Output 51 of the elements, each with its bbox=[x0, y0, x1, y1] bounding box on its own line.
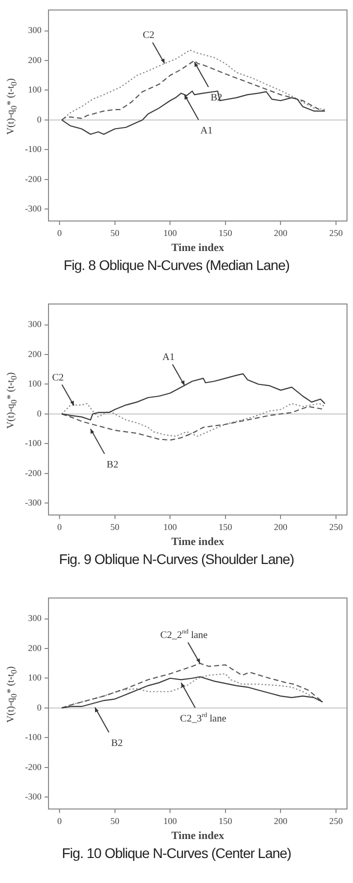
y-tick-label: 0 bbox=[36, 114, 42, 124]
x-tick-label: 50 bbox=[110, 816, 120, 826]
y-tick-label: -300 bbox=[24, 791, 42, 802]
x-tick-label: 0 bbox=[57, 522, 62, 532]
y-tick-label: 100 bbox=[28, 378, 42, 389]
caption: Fig. 10 Oblique N-Curves (Center Lane) bbox=[60, 845, 292, 861]
caption: Fig. 9 Oblique N-Curves (Shoulder Lane) bbox=[58, 551, 295, 567]
x-tick-label: 200 bbox=[274, 228, 288, 238]
x-tick-label: 50 bbox=[110, 228, 120, 238]
y-tick-label: -200 bbox=[24, 468, 42, 478]
y-tick-label: -200 bbox=[24, 762, 42, 772]
annotation: A1 bbox=[162, 352, 175, 364]
x-tick-label: 200 bbox=[274, 522, 288, 532]
annotation: C2 bbox=[52, 372, 64, 384]
x-axis-title: Time index bbox=[171, 830, 225, 842]
x-tick-label: 150 bbox=[218, 816, 233, 826]
y-tick-label: 100 bbox=[28, 672, 42, 683]
y-tick-label: 200 bbox=[28, 54, 42, 65]
x-tick-label: 0 bbox=[57, 816, 62, 826]
y-tick-label: 100 bbox=[28, 84, 42, 95]
x-tick-label: 0 bbox=[57, 228, 62, 238]
annotation: C2 bbox=[142, 30, 154, 42]
x-tick-label: 100 bbox=[163, 816, 178, 826]
x-tick-label: 200 bbox=[274, 816, 288, 826]
y-tick-label: -100 bbox=[24, 438, 42, 448]
x-tick-label: 100 bbox=[163, 228, 178, 238]
caption: Fig. 8 Oblique N-Curves (Median Lane) bbox=[62, 257, 290, 273]
y-tick-label: 0 bbox=[36, 702, 42, 712]
y-tick-label: 300 bbox=[28, 319, 42, 330]
y-tick-label: -300 bbox=[24, 497, 42, 508]
y-tick-label: 200 bbox=[28, 348, 42, 359]
x-axis-title: Time index bbox=[171, 536, 225, 548]
x-tick-label: 250 bbox=[329, 816, 344, 826]
y-tick-label: 300 bbox=[28, 613, 42, 624]
y-tick-label: -300 bbox=[24, 203, 42, 214]
x-tick-label: 50 bbox=[110, 522, 120, 532]
x-axis-title: Time index bbox=[171, 242, 225, 254]
annotation: B2 bbox=[106, 459, 118, 470]
y-tick-label: 0 bbox=[36, 408, 42, 418]
x-tick-label: 150 bbox=[218, 228, 233, 238]
x-tick-label: 150 bbox=[218, 522, 233, 532]
x-tick-label: 100 bbox=[163, 522, 178, 532]
y-tick-label: -100 bbox=[24, 732, 42, 742]
y-tick-label: -100 bbox=[24, 144, 42, 154]
x-tick-label: 250 bbox=[329, 522, 344, 532]
y-tick-label: 200 bbox=[28, 642, 42, 653]
annotation: A1 bbox=[200, 125, 213, 136]
x-tick-label: 250 bbox=[329, 228, 344, 238]
annotation: B2 bbox=[111, 738, 123, 749]
y-tick-label: -200 bbox=[24, 174, 42, 184]
y-tick-label: 300 bbox=[28, 25, 42, 36]
